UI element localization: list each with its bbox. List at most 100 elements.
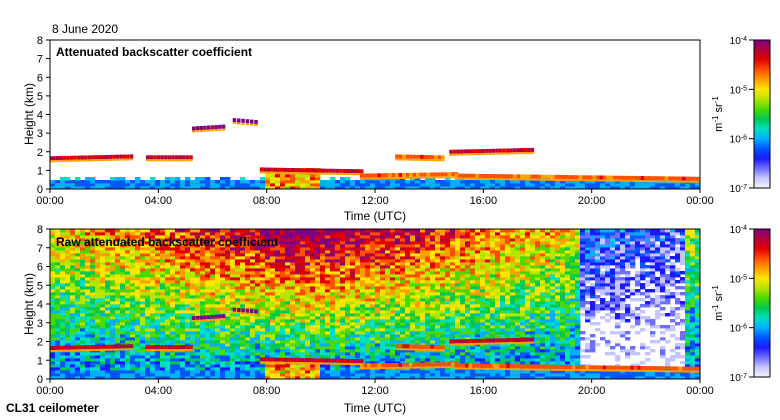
heatmap-cell	[425, 177, 431, 181]
heatmap-cell	[430, 373, 436, 377]
heatmap-cell	[195, 307, 201, 311]
heatmap-cell	[70, 367, 76, 371]
heatmap-cell	[320, 256, 326, 260]
heatmap-cell	[270, 352, 276, 356]
cloud-layer-edge	[241, 122, 245, 125]
heatmap-cell	[180, 295, 186, 299]
heatmap-cell	[150, 277, 156, 281]
heatmap-cell	[265, 295, 271, 299]
x-tick-label: 12:00	[361, 195, 389, 207]
cloud-layer-mark	[210, 125, 215, 130]
heatmap-cell	[235, 268, 241, 272]
heatmap-cell	[125, 235, 131, 239]
heatmap-cell	[110, 280, 116, 284]
heatmap-cell	[220, 247, 226, 251]
heatmap-cell	[265, 274, 271, 278]
heatmap-cell	[100, 186, 106, 189]
heatmap-cell	[275, 183, 281, 187]
heatmap-cell	[385, 232, 391, 236]
heatmap-cell	[80, 292, 86, 296]
heatmap-cell	[335, 307, 341, 311]
heatmap-cell	[75, 322, 81, 326]
heatmap-cell	[285, 310, 291, 314]
heatmap-cell	[365, 325, 371, 329]
heatmap-cell	[360, 376, 366, 379]
cloud-layer-mark	[153, 155, 157, 160]
heatmap-cell	[325, 355, 331, 359]
heatmap-cell	[55, 262, 61, 266]
heatmap-cell	[50, 232, 56, 236]
heatmap-cell	[205, 349, 211, 353]
heatmap-cell	[70, 253, 76, 257]
cloud-layer-mark	[477, 149, 482, 154]
heatmap-cell	[445, 289, 451, 293]
heatmap-cell	[105, 337, 111, 341]
cloud-layer-mark	[391, 173, 396, 178]
cloud-layer-edge	[332, 172, 336, 175]
heatmap-cell	[305, 328, 311, 332]
heatmap-cell	[360, 310, 366, 314]
heatmap-cell	[440, 232, 446, 236]
heatmap-cell	[350, 277, 356, 281]
heatmap-cell	[210, 283, 216, 287]
heatmap-cell	[145, 322, 151, 326]
heatmap-cell	[440, 235, 446, 239]
heatmap-cell	[345, 241, 351, 245]
heatmap-cell	[415, 301, 421, 305]
heatmap-cell	[230, 376, 236, 379]
heatmap-cell	[160, 322, 166, 326]
heatmap-cell	[190, 259, 196, 263]
heatmap-cell	[440, 376, 446, 379]
heatmap-cell	[170, 364, 176, 368]
heatmap-cell	[295, 322, 301, 326]
cloud-layer-edge	[356, 173, 360, 176]
cloud-layer-mark	[416, 154, 420, 159]
heatmap-cell	[55, 186, 61, 189]
cloud-layer-edge	[630, 179, 634, 182]
heatmap-cell	[270, 235, 276, 239]
heatmap-cell	[380, 349, 386, 353]
heatmap-cell	[380, 355, 386, 359]
heatmap-cell	[375, 373, 381, 377]
heatmap-cell	[315, 304, 321, 308]
heatmap-cell	[540, 180, 546, 184]
heatmap-cell	[150, 307, 156, 311]
heatmap-cell	[210, 346, 216, 350]
heatmap-cell	[375, 370, 381, 374]
heatmap-cell	[205, 361, 211, 365]
cloud-layer-mark	[318, 168, 322, 173]
heatmap-cell	[370, 346, 376, 350]
heatmap-cell	[430, 310, 436, 314]
heatmap-cell	[220, 262, 226, 266]
heatmap-cell	[70, 238, 76, 242]
heatmap-cell	[525, 186, 531, 189]
heatmap-cell	[300, 373, 306, 377]
heatmap-cell	[60, 183, 66, 187]
heatmap-cell	[180, 286, 186, 290]
heatmap-cell	[75, 376, 81, 379]
heatmap-cell	[205, 180, 211, 184]
heatmap-cell	[375, 319, 381, 323]
heatmap-cell	[50, 370, 56, 374]
heatmap-cell	[195, 232, 201, 236]
heatmap-cell	[180, 334, 186, 338]
heatmap-cell	[100, 325, 106, 329]
heatmap-cell	[55, 316, 61, 320]
heatmap-cell	[370, 247, 376, 251]
heatmap-cell	[255, 328, 261, 332]
heatmap-cell	[315, 319, 321, 323]
heatmap-cell	[325, 256, 331, 260]
heatmap-cell	[140, 277, 146, 281]
heatmap-cell	[110, 307, 116, 311]
heatmap-cell	[235, 316, 241, 320]
heatmap-cell	[245, 337, 251, 341]
heatmap-cell	[275, 301, 281, 305]
heatmap-cell	[695, 183, 700, 187]
heatmap-cell	[255, 346, 261, 350]
heatmap-cell	[335, 238, 341, 242]
heatmap-cell	[60, 250, 66, 254]
heatmap-cell	[105, 319, 111, 323]
heatmap-cell	[155, 250, 161, 254]
heatmap-cell	[95, 358, 101, 362]
heatmap-cell	[160, 376, 166, 379]
